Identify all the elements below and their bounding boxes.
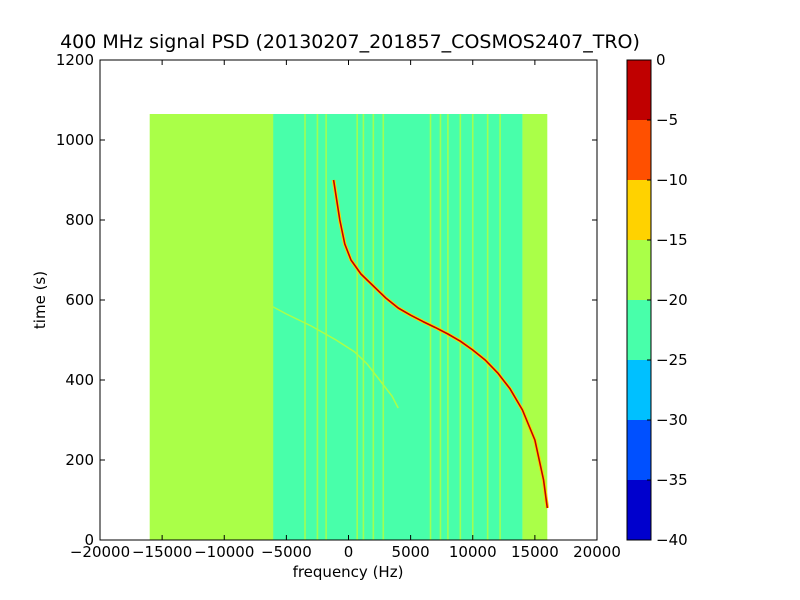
colorbar-segment bbox=[627, 300, 651, 360]
colorbar-segment bbox=[627, 240, 651, 300]
colorbar-tick-label: −20 bbox=[656, 291, 688, 309]
y-tick-label: 200 bbox=[65, 451, 94, 469]
heatmap-region bbox=[149, 114, 274, 540]
x-tick-label: −5000 bbox=[261, 543, 312, 561]
x-tick-label: 20000 bbox=[573, 543, 621, 561]
x-axis-label: frequency (Hz) bbox=[293, 563, 404, 581]
x-tick-label: −10000 bbox=[194, 543, 254, 561]
colorbar-tick-label: −40 bbox=[656, 531, 688, 549]
heatmap-layer bbox=[149, 114, 550, 540]
y-tick-label: 1000 bbox=[56, 131, 94, 149]
colorbar-tick-label: −25 bbox=[656, 351, 688, 369]
colorbar-segment bbox=[627, 120, 651, 180]
x-tick-label: 5000 bbox=[392, 543, 430, 561]
x-tick-label: 10000 bbox=[449, 543, 497, 561]
y-tick-label: 800 bbox=[65, 211, 94, 229]
colorbar-tick-label: −10 bbox=[656, 171, 688, 189]
y-axis-label: time (s) bbox=[31, 271, 49, 329]
colorbar-tick-label: 0 bbox=[656, 51, 666, 69]
y-axis-ticks: 0 200 400 600 800 1000 1200 bbox=[56, 51, 597, 549]
colorbar-segment bbox=[627, 180, 651, 240]
y-tick-label: 0 bbox=[84, 531, 94, 549]
secondary-doppler-trace bbox=[267, 303, 399, 409]
colorbar-segment bbox=[627, 420, 651, 480]
chart-title: 400 MHz signal PSD (20130207_201857_COSM… bbox=[60, 31, 640, 53]
colorbar-tick-label: −35 bbox=[656, 471, 688, 489]
colorbar: 0 −5 −10 −15 −20 −25 −30 −35 −40 bbox=[626, 51, 688, 549]
x-tick-label: 0 bbox=[344, 543, 354, 561]
colorbar-tick-label: −5 bbox=[656, 111, 678, 129]
heatmap-region bbox=[273, 114, 523, 540]
heatmap-region bbox=[522, 114, 548, 540]
colorbar-tick-label: −15 bbox=[656, 231, 688, 249]
colorbar-segment bbox=[627, 60, 651, 120]
x-tick-label: 15000 bbox=[511, 543, 559, 561]
x-tick-label: −20000 bbox=[70, 543, 130, 561]
x-tick-label: −15000 bbox=[132, 543, 192, 561]
y-tick-label: 600 bbox=[65, 291, 94, 309]
main-doppler-trace bbox=[332, 179, 549, 509]
colorbar-segment bbox=[627, 360, 651, 420]
y-tick-label: 1200 bbox=[56, 51, 94, 69]
colorbar-segment bbox=[627, 480, 651, 540]
colorbar-tick-label: −30 bbox=[656, 411, 688, 429]
plot-area: −20000 −15000 −10000 −5000 0 5000 10000 15000 20… bbox=[56, 51, 621, 561]
y-tick-label: 400 bbox=[65, 371, 94, 389]
x-axis-ticks: −20000 −15000 −10000 −5000 0 5000 10000 15000 20… bbox=[70, 60, 621, 561]
